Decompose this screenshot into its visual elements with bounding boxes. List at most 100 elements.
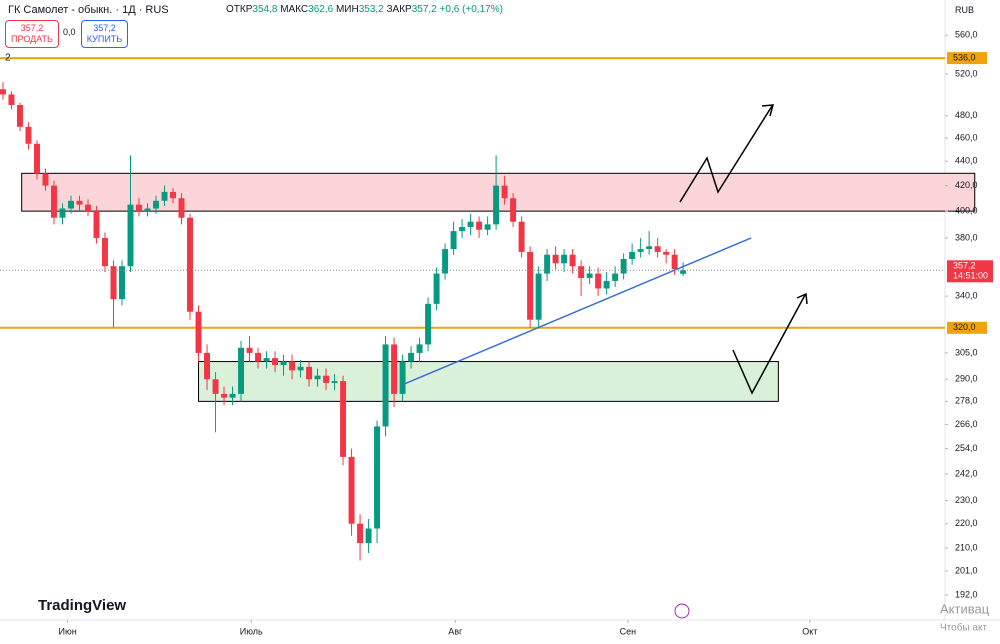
candle-body xyxy=(629,251,636,260)
sell-price: 357,2 xyxy=(20,23,44,33)
candle-body xyxy=(510,198,517,222)
candle-body xyxy=(238,347,245,394)
ohlc-label: ЗАКР xyxy=(386,4,412,15)
y-tick-label: 254,0 xyxy=(955,443,978,453)
ohlc: ОТКР354,8 МАКС362,6 МИН353,2 ЗАКР357,2 +… xyxy=(226,4,503,15)
buy-label: КУПИТЬ xyxy=(86,34,123,44)
candle-body xyxy=(637,249,644,252)
candle-body xyxy=(586,273,593,278)
candle-body xyxy=(255,352,262,362)
candle-body xyxy=(153,200,159,209)
candle-body xyxy=(450,231,457,250)
candle-body xyxy=(357,523,364,544)
candle-body xyxy=(518,221,525,252)
candle-body xyxy=(476,221,483,230)
indicator-toggle[interactable]: 2 xyxy=(5,53,11,64)
candle-body xyxy=(289,361,296,371)
y-tick-label: 278,0 xyxy=(955,396,978,406)
candle-body xyxy=(42,173,49,186)
y-tick-label: 192,0 xyxy=(955,589,978,599)
candle-body xyxy=(544,254,551,274)
candle-body xyxy=(348,456,355,524)
candle-body xyxy=(561,254,568,264)
candle-body xyxy=(493,185,500,225)
y-tick-label: 242,0 xyxy=(955,468,978,478)
sell-button[interactable]: 357,2 ПРОДАТЬ xyxy=(5,20,59,48)
y-tick-label: 230,0 xyxy=(955,495,978,505)
y-tick-label: 520,0 xyxy=(955,68,978,78)
y-tick-label: 380,0 xyxy=(955,232,978,242)
candle-body xyxy=(212,379,219,394)
candle-body xyxy=(102,237,108,267)
candle-body xyxy=(314,375,321,380)
y-tick-label: 440,0 xyxy=(955,156,978,166)
candle-body xyxy=(280,361,287,366)
candle-body xyxy=(340,381,347,457)
candle-body xyxy=(391,344,398,394)
candle-body xyxy=(331,381,338,383)
ohlc-label: МАКС xyxy=(280,4,309,15)
candle-body xyxy=(416,344,423,353)
candle-body xyxy=(382,344,389,427)
watermark: Активац xyxy=(940,601,990,616)
candle-body xyxy=(595,273,602,289)
candle-body xyxy=(76,200,83,205)
candle-body xyxy=(680,270,687,274)
lightning-icon[interactable] xyxy=(674,603,690,619)
candle-body xyxy=(229,393,236,398)
candle-body xyxy=(399,361,406,394)
candle-body xyxy=(119,266,125,300)
candle-body xyxy=(246,347,253,353)
arrows xyxy=(679,104,808,395)
level-label-bg xyxy=(947,321,987,334)
y-tick-label: 266,0 xyxy=(955,419,978,429)
logo: TradingView xyxy=(38,597,126,614)
currency[interactable]: RUB xyxy=(955,5,975,15)
candle-body xyxy=(204,352,210,380)
y-tick-label: 340,0 xyxy=(955,290,978,300)
x-tick-label: Авг xyxy=(448,626,463,636)
x-tick-label: Окт xyxy=(802,626,817,636)
symbol[interactable]: ГК Самолет - обыкн. · 1Д · RUS xyxy=(8,4,169,16)
candle-body xyxy=(34,143,40,174)
level-label: 536,0 xyxy=(953,52,976,62)
candle-body xyxy=(425,303,432,345)
ohlc-value: 362,6 xyxy=(308,4,334,15)
candle-body xyxy=(110,266,117,300)
candle-body xyxy=(646,246,653,250)
candle-body xyxy=(170,191,176,199)
candle-body xyxy=(484,224,491,230)
y-tick-label: 460,0 xyxy=(955,132,978,142)
candle-body xyxy=(442,249,449,274)
watermark: Чтобы акт xyxy=(940,622,987,634)
candle-body xyxy=(365,528,372,544)
candle-body xyxy=(671,254,678,270)
y-tick-label: 201,0 xyxy=(955,565,978,575)
candle-body xyxy=(85,204,91,212)
sell-label: ПРОДАТЬ xyxy=(11,34,53,44)
last-price-label: 357,2 xyxy=(953,261,976,271)
candle-body xyxy=(578,266,585,278)
candle-body xyxy=(127,204,134,267)
y-tick-label: 560,0 xyxy=(955,30,978,40)
candle-body xyxy=(612,273,619,281)
candle-body xyxy=(323,375,330,383)
candle-body xyxy=(306,366,313,380)
candle-body xyxy=(136,204,142,212)
candle-body xyxy=(654,246,661,252)
candle-body xyxy=(161,191,168,201)
candle-body xyxy=(408,352,415,362)
candle-body xyxy=(569,254,576,267)
y-tick-label: 220,0 xyxy=(955,518,978,528)
buy-button[interactable]: 357,2 КУПИТЬ xyxy=(81,20,128,48)
y-tick-label: 305,0 xyxy=(955,347,978,357)
buy-price: 357,2 xyxy=(93,23,116,33)
y-tick-label: 400,0 xyxy=(955,206,978,216)
candle-body xyxy=(374,426,381,529)
y-tick-label: 420,0 xyxy=(955,180,978,190)
level-label: 320,0 xyxy=(953,322,976,332)
candle-body xyxy=(59,208,66,218)
x-tick-label: Сен xyxy=(620,626,637,636)
candle-body xyxy=(17,105,23,127)
